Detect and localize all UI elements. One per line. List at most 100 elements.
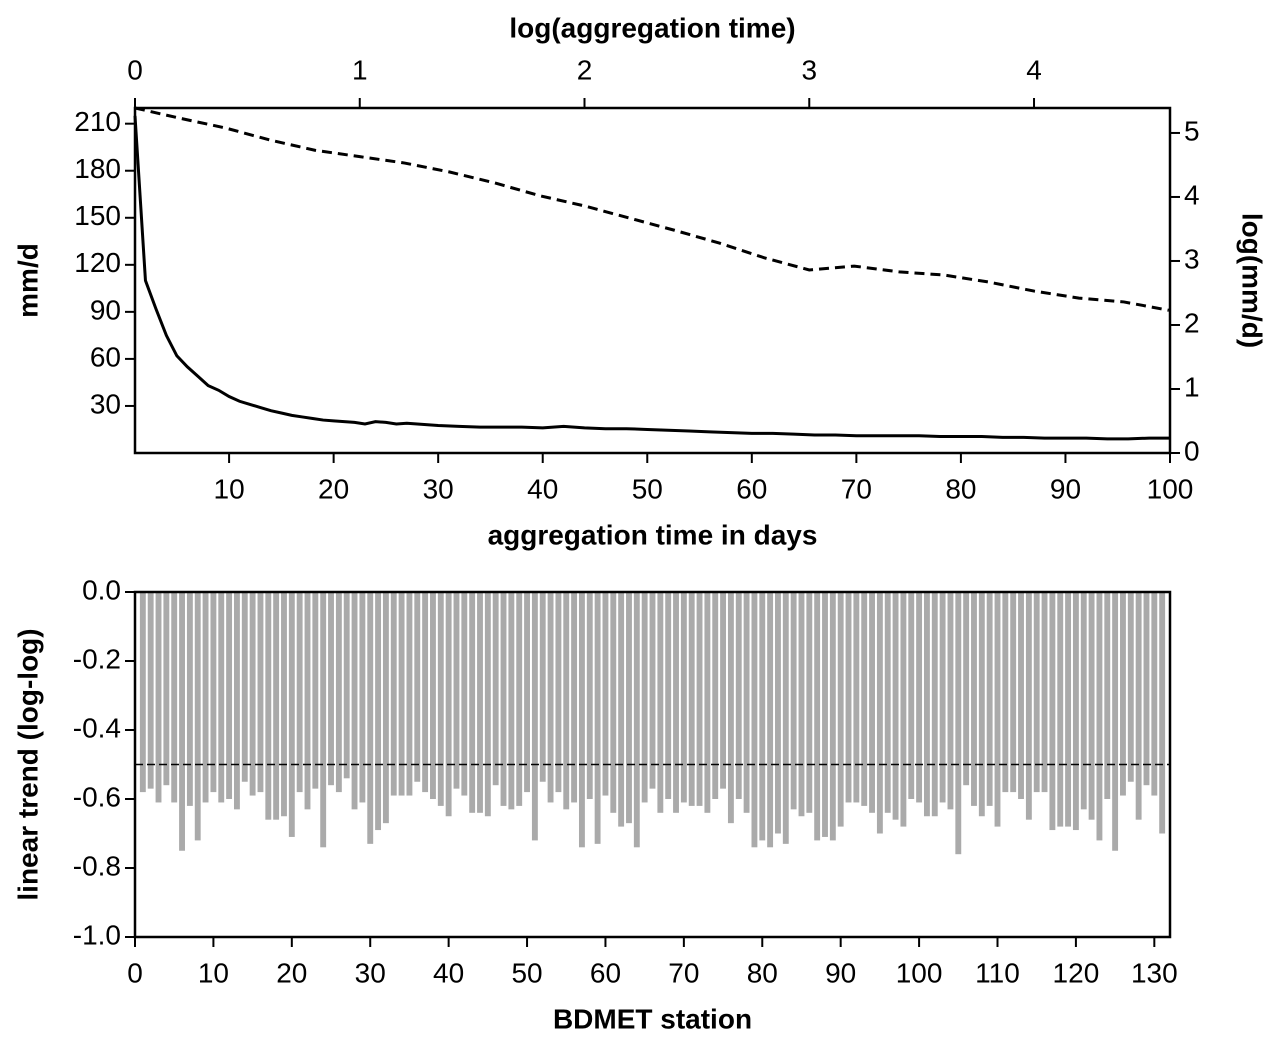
bar [477, 592, 483, 813]
bar [1135, 592, 1142, 820]
bar [759, 592, 766, 841]
bar [822, 592, 828, 837]
bar [743, 592, 750, 813]
bar [382, 592, 389, 824]
bar [469, 592, 476, 813]
x-tick-label: 130 [1131, 957, 1178, 988]
data-line [133, 115, 1170, 441]
bar [947, 592, 954, 810]
x2-axis-label: log(aggregation time) [509, 12, 795, 43]
bar [900, 592, 907, 827]
y2-tick-label: 2 [1184, 307, 1200, 338]
y-axis-label: linear trend (log-log) [12, 628, 43, 900]
x2-tick-label: 1 [352, 54, 368, 85]
bar [633, 592, 640, 848]
y2-tick-label: 0 [1184, 435, 1200, 466]
bar [351, 592, 358, 810]
bar [884, 592, 891, 813]
bar [524, 592, 530, 793]
bar [712, 592, 719, 799]
bar [688, 592, 695, 806]
bar [994, 592, 1001, 827]
bar [916, 592, 923, 803]
bar [430, 592, 436, 799]
y-tick-label: -0.4 [73, 712, 121, 743]
x-tick-label: 100 [1147, 473, 1194, 504]
bar [586, 592, 593, 799]
bar [484, 592, 491, 817]
bar [610, 592, 617, 813]
bar [406, 592, 413, 796]
y-axis-label: mm/d [12, 243, 43, 318]
bar [273, 592, 280, 820]
bar [1018, 592, 1024, 799]
bar [265, 592, 272, 820]
bar [1025, 592, 1032, 820]
bar [751, 592, 758, 848]
bar [375, 592, 382, 831]
bar [657, 592, 664, 813]
bar [257, 592, 264, 793]
x-tick-label: 10 [198, 957, 229, 988]
bar [367, 592, 374, 844]
bar [908, 592, 915, 799]
bar [163, 592, 170, 786]
bar [328, 592, 334, 786]
bar [1057, 592, 1064, 827]
y2-tick-label: 1 [1184, 371, 1200, 402]
plot-frame [133, 106, 1172, 455]
bar [626, 592, 632, 824]
y2-tick-label: 4 [1184, 179, 1200, 210]
x-tick-label: 20 [276, 957, 307, 988]
bar [202, 592, 209, 803]
bar [1049, 592, 1056, 831]
x-tick-label: 80 [945, 473, 976, 504]
x-tick-label: 30 [423, 473, 454, 504]
x-axis-label: BDMET station [553, 1003, 752, 1034]
bar [390, 592, 397, 796]
bar [939, 592, 946, 803]
x-tick-label: 60 [736, 473, 767, 504]
bar [531, 592, 538, 841]
bar [155, 592, 162, 803]
bar [806, 592, 813, 813]
bar [767, 592, 774, 848]
bar [179, 592, 185, 851]
bar [931, 592, 938, 817]
bar [798, 592, 805, 817]
bar [923, 592, 930, 817]
x-tick-label: 40 [527, 473, 558, 504]
bar [735, 592, 742, 799]
y-tick-label: 0.0 [82, 574, 121, 605]
bar [281, 592, 287, 817]
x-tick-label: 10 [214, 473, 245, 504]
bar [233, 592, 240, 810]
bar [1143, 592, 1150, 786]
bar [1010, 592, 1017, 793]
y-tick-label: -0.6 [73, 781, 121, 812]
y-tick-label: 60 [90, 341, 121, 372]
bar [147, 592, 154, 789]
bar [790, 592, 797, 810]
bar [578, 592, 585, 848]
y2-tick-label: 3 [1184, 243, 1200, 274]
bar [1112, 592, 1119, 851]
bar [343, 592, 350, 779]
bar [555, 592, 562, 793]
bar [304, 592, 311, 810]
bar [680, 592, 687, 803]
bar [461, 592, 468, 796]
x2-tick-label: 0 [127, 54, 143, 85]
bar [986, 592, 993, 806]
y-tick-label: -0.2 [73, 643, 121, 674]
x-tick-label: 50 [632, 473, 663, 504]
bar [171, 592, 178, 803]
bar [641, 592, 648, 803]
bar [1088, 592, 1095, 820]
bar [727, 592, 734, 824]
bar [359, 592, 366, 803]
bar [673, 592, 679, 813]
bar [876, 592, 883, 834]
y-tick-label: 210 [74, 106, 121, 137]
